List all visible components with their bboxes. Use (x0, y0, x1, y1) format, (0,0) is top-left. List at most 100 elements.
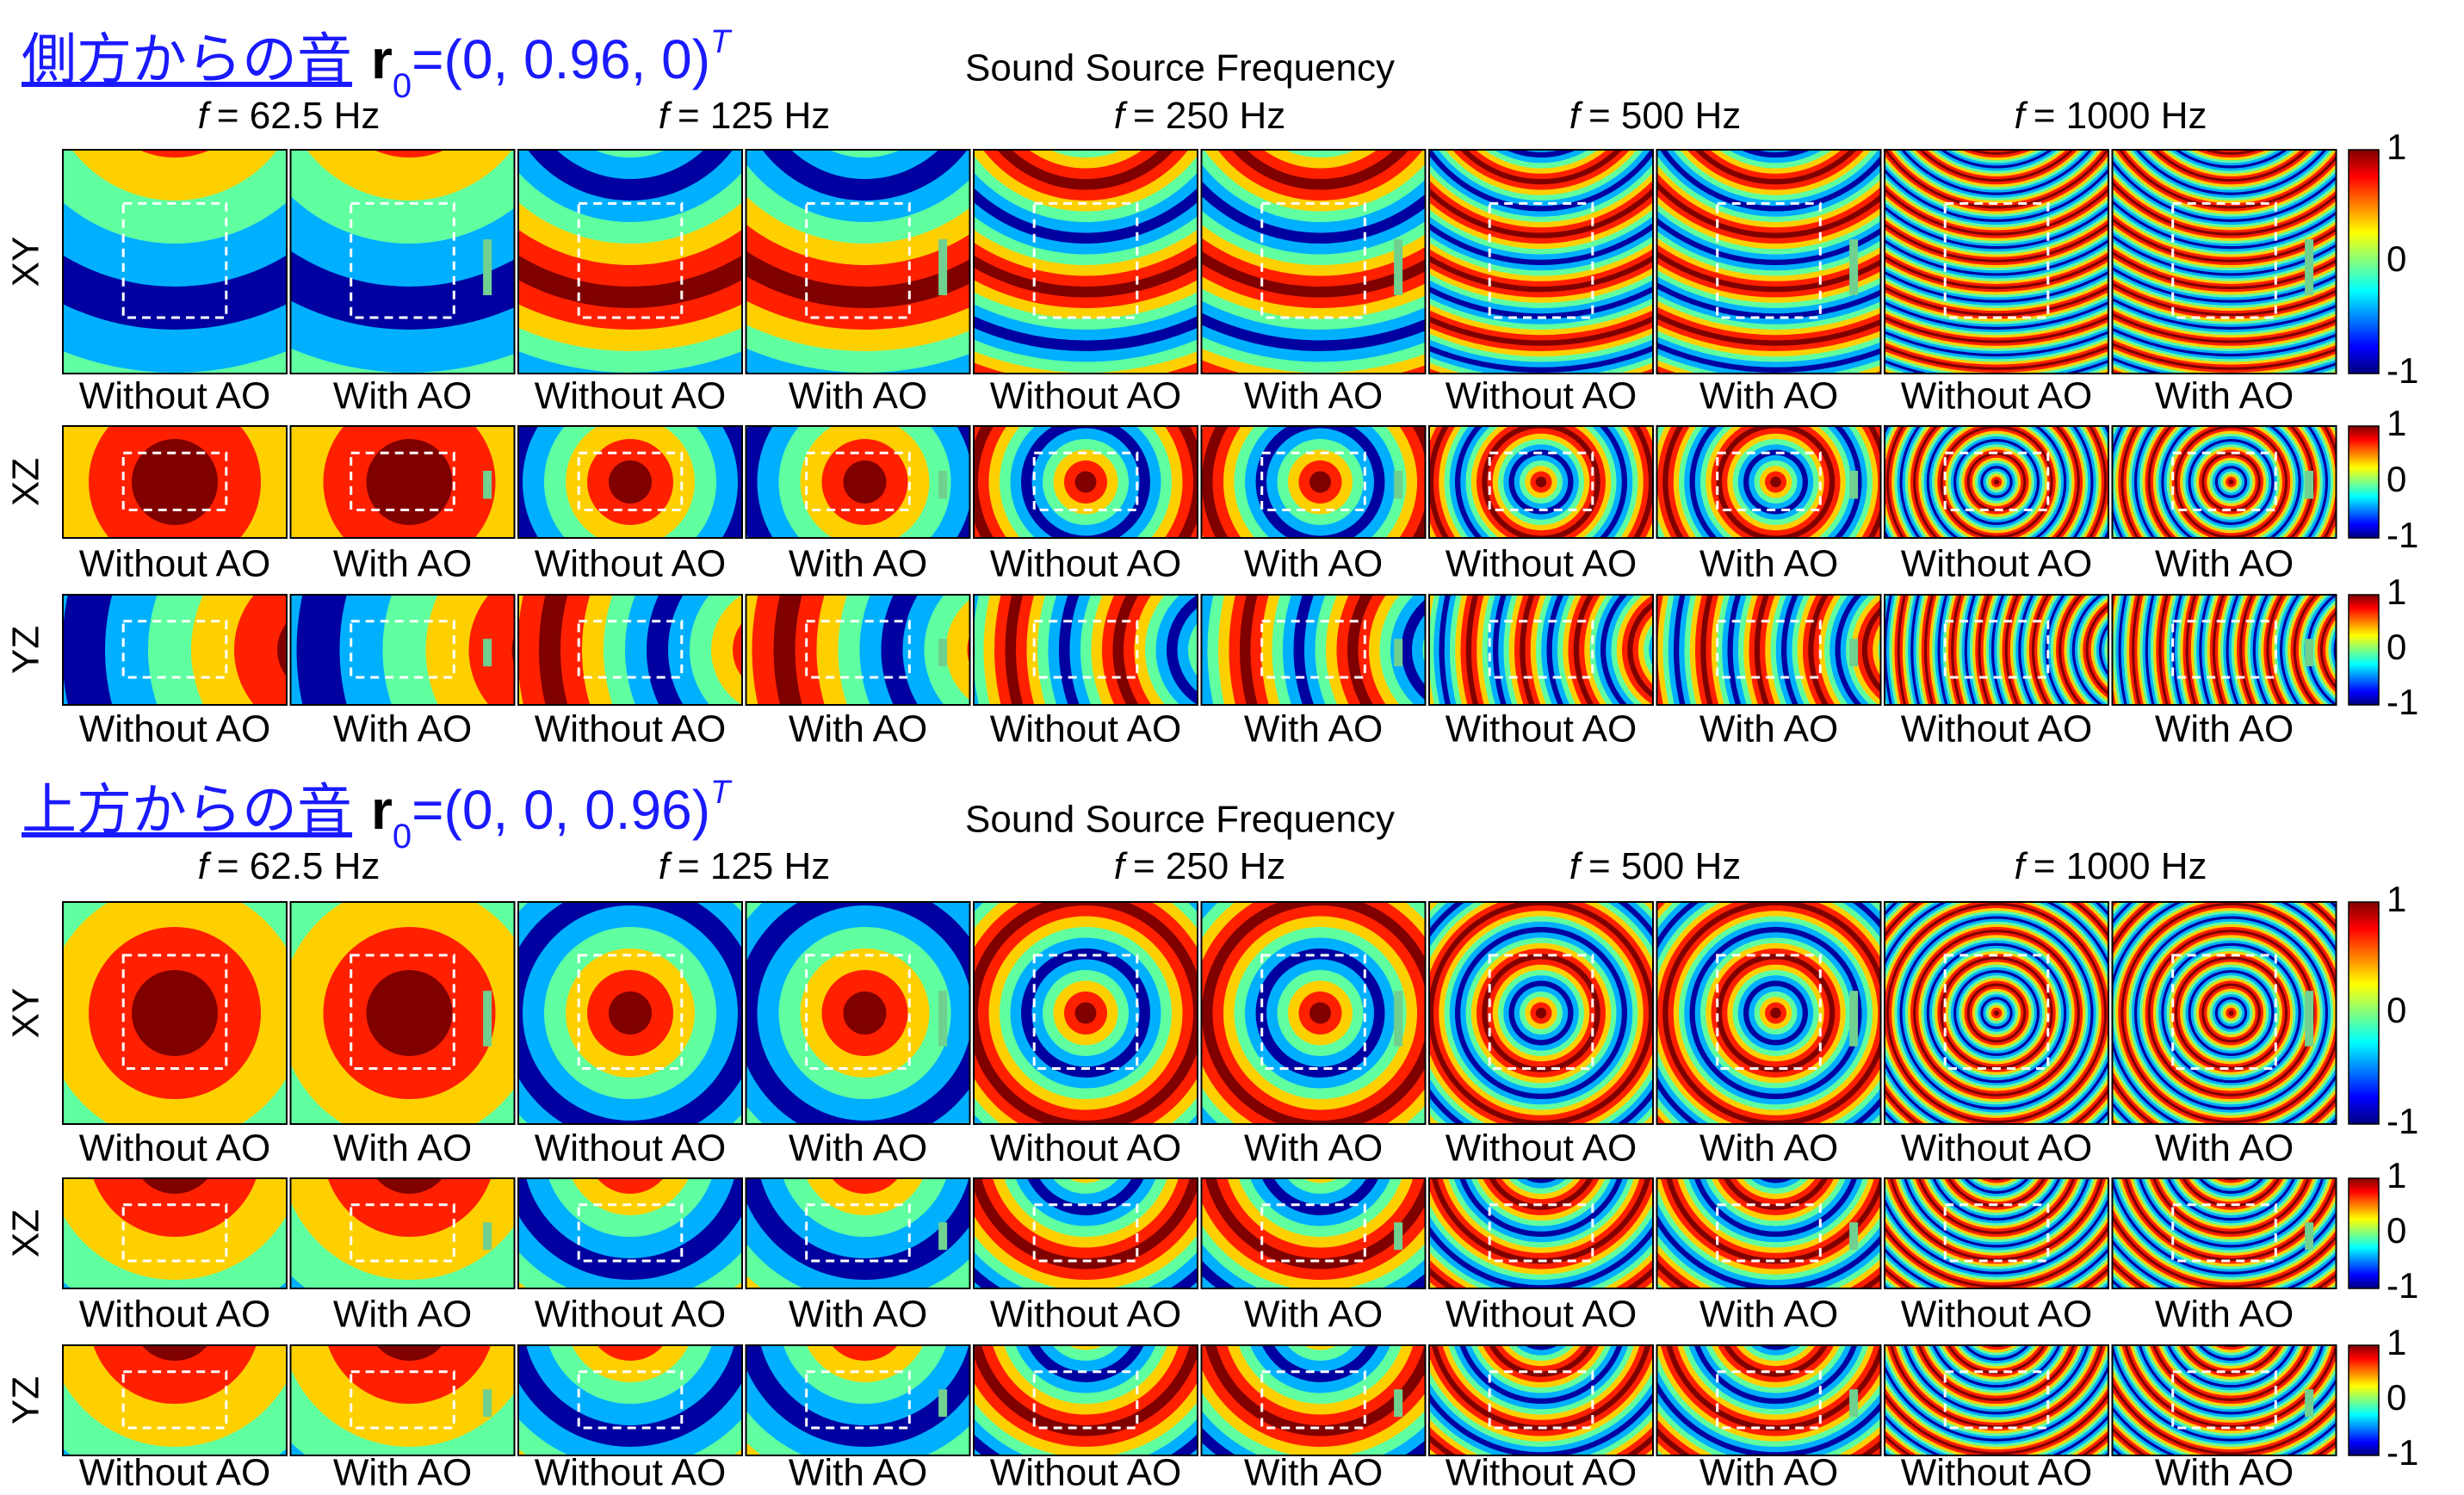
field-map (2112, 69, 2337, 374)
listening-zone (1943, 451, 2050, 512)
field-ring (93, 1178, 257, 1237)
field-ring (1514, 45, 1569, 99)
panel-label: With AO (789, 708, 927, 751)
plane-label: XZ (5, 458, 47, 506)
field-ring (2228, 1010, 2234, 1016)
field-ring (945, 599, 970, 701)
field-map (1201, 1178, 1426, 1288)
panel-label: With AO (1244, 1294, 1383, 1336)
colorbar-tick-label: -1 (2387, 1101, 2418, 1141)
listening-zone (577, 620, 684, 679)
ao-object (2305, 1222, 2314, 1251)
panel-border (62, 594, 288, 706)
field-ring (1743, 40, 1808, 104)
frequency-symbol: f (198, 95, 213, 137)
field-ring (1303, 1345, 1338, 1350)
listening-zone (1488, 201, 1594, 319)
panel-border (745, 901, 971, 1125)
field-map (1656, 1345, 1881, 1455)
colorbar-tick-label: -1 (2387, 1432, 2418, 1473)
panel-border (62, 149, 288, 374)
listening-zone (350, 451, 455, 512)
field-ring (711, 595, 742, 705)
field-ring (1991, 66, 2003, 77)
panel-border (2111, 1344, 2337, 1456)
field-ring (609, 460, 652, 503)
field-ring (832, 1178, 898, 1194)
ao-object (1394, 991, 1403, 1047)
field-ring (1948, 23, 2046, 120)
field-ring (376, 1345, 443, 1361)
field-map (974, 150, 1198, 374)
field-ring (1028, 150, 1143, 169)
panel-border (62, 425, 288, 539)
field-ring (1951, 26, 2042, 117)
panel-border (973, 1344, 1198, 1456)
panel-label: Without AO (79, 708, 271, 751)
listening-zone (1943, 954, 2050, 1071)
field-ring (1287, 1178, 1353, 1194)
field-ring (1727, 23, 1824, 120)
field-ring (1953, 28, 2040, 114)
listening-zone (350, 1203, 455, 1263)
panel-label: With AO (1699, 375, 1838, 417)
frequency-value: = 500 Hz (1588, 845, 1741, 887)
ao-object (2305, 471, 2314, 499)
panel-label: With AO (2155, 1127, 2294, 1170)
panel-label: Without AO (535, 375, 727, 417)
listening-zone (805, 1370, 911, 1430)
field-ring (1536, 66, 1547, 77)
panel-border (517, 594, 743, 706)
field-ring (1930, 150, 2063, 174)
field-ring (132, 439, 218, 525)
ao-object (1849, 1389, 1859, 1418)
field-ring (1740, 150, 1811, 158)
colorbar-tick-label: 0 (2387, 238, 2406, 279)
field-ring (806, 1178, 924, 1215)
field-ring (1505, 150, 1577, 158)
field-ring (2104, 633, 2108, 667)
colorbar-tick-label: -1 (2387, 350, 2418, 391)
panel-border (1656, 1344, 1882, 1456)
listening-zone (121, 954, 228, 1071)
field-ring (1749, 1178, 1802, 1189)
field-map (290, 902, 515, 1124)
equation: =(0, 0, 0.96) (412, 779, 711, 841)
field-ring (1535, 1007, 1547, 1019)
listening-zone (1032, 451, 1139, 512)
listening-zone (350, 201, 455, 319)
field-ring (2228, 69, 2233, 74)
listening-zone (350, 1370, 455, 1430)
panel-label: Without AO (1901, 1452, 2093, 1494)
field-ring (374, 150, 445, 158)
field-ring (790, 150, 939, 179)
field-map (2112, 902, 2337, 1124)
field-ring (1738, 34, 1814, 109)
listening-zone (1032, 201, 1139, 319)
panel-border (517, 1177, 743, 1289)
field-ring (843, 992, 887, 1035)
field-ring (93, 1345, 257, 1404)
field-ring (2183, 150, 2279, 164)
field-map (1429, 1178, 1653, 1288)
field-ring (556, 150, 704, 179)
field-ring (1994, 69, 1999, 74)
listening-zone (1488, 954, 1594, 1071)
listening-zone (1716, 201, 1822, 319)
field-ring (1949, 150, 2044, 164)
field-ring (1525, 55, 1557, 88)
frequency-symbol: f (198, 845, 213, 887)
panel-border (289, 1344, 516, 1456)
panel-border (2111, 901, 2337, 1125)
panel-border (1884, 594, 2109, 706)
colorbar-tick-label: 1 (2387, 571, 2406, 612)
field-ring (1993, 1010, 2000, 1016)
panel-label: Without AO (1901, 1294, 2093, 1336)
panel-label: Without AO (990, 1452, 1182, 1494)
panel-border (1884, 149, 2109, 374)
frequency-label: f = 125 Hz (659, 845, 831, 887)
equation: =(0, 0.96, 0) (412, 28, 711, 90)
panel-label: With AO (333, 1294, 472, 1336)
panel-label: Without AO (1446, 708, 1638, 751)
field-ring (327, 1345, 492, 1404)
